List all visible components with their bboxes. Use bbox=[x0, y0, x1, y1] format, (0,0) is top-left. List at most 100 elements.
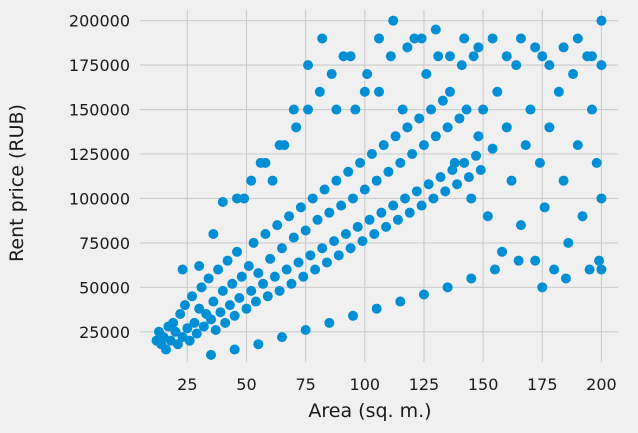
scatter-point bbox=[222, 255, 233, 266]
scatter-point bbox=[537, 51, 548, 62]
scatter-point bbox=[355, 157, 366, 168]
scatter-point bbox=[466, 193, 477, 204]
scatter-point bbox=[513, 255, 524, 266]
scatter-point bbox=[175, 309, 186, 319]
scatter-point bbox=[220, 317, 231, 328]
scatter-point bbox=[404, 207, 415, 218]
scatter-point bbox=[208, 296, 219, 307]
scatter-point bbox=[331, 104, 342, 115]
scatter-point bbox=[428, 193, 439, 204]
scatter-point bbox=[340, 229, 351, 239]
scatter-point bbox=[333, 250, 344, 261]
scatter-point bbox=[357, 236, 368, 247]
scatter-point bbox=[487, 143, 498, 154]
scatter-point bbox=[402, 122, 413, 133]
scatter-point bbox=[317, 33, 328, 44]
scatter-point bbox=[418, 289, 429, 300]
scatter-point bbox=[437, 95, 448, 106]
scatter-point bbox=[262, 291, 273, 302]
y-tick-label: 125000 bbox=[69, 145, 130, 164]
scatter-point bbox=[345, 51, 356, 62]
scatter-point bbox=[411, 186, 422, 197]
scatter-point bbox=[473, 131, 484, 142]
y-tick-label: 25000 bbox=[79, 323, 130, 342]
scatter-point bbox=[444, 86, 455, 97]
scatter-point bbox=[210, 325, 221, 335]
scatter-point bbox=[172, 339, 183, 350]
scatter-point bbox=[229, 344, 240, 355]
x-tick-label: 200 bbox=[586, 375, 617, 394]
scatter-point bbox=[376, 207, 387, 218]
x-tick-label: 25 bbox=[177, 375, 197, 394]
scatter-point bbox=[293, 257, 304, 268]
scatter-point bbox=[596, 193, 607, 204]
scatter-point bbox=[217, 285, 228, 296]
scatter-point bbox=[324, 317, 335, 328]
scatter-point bbox=[544, 122, 555, 133]
scatter-point bbox=[381, 221, 392, 232]
scatter-point bbox=[553, 86, 564, 97]
scatter-point bbox=[303, 104, 314, 115]
scatter-point bbox=[369, 229, 380, 239]
scatter-point bbox=[433, 51, 444, 62]
scatter-point bbox=[385, 51, 396, 62]
scatter-point bbox=[423, 179, 434, 190]
scatter-point bbox=[236, 271, 247, 282]
scatter-point bbox=[288, 104, 299, 115]
scatter-point bbox=[347, 310, 358, 321]
scatter-point bbox=[303, 60, 314, 71]
scatter-point bbox=[194, 261, 205, 271]
x-tick-label: 75 bbox=[295, 375, 315, 394]
scatter-point bbox=[198, 321, 209, 332]
scatter-point bbox=[487, 33, 498, 44]
scatter-point bbox=[319, 184, 330, 195]
scatter-point bbox=[463, 172, 474, 183]
scatter-point bbox=[371, 303, 382, 314]
scatter-point bbox=[374, 86, 384, 97]
scatter-point bbox=[338, 51, 349, 62]
scatter-point bbox=[276, 332, 287, 343]
scatter-point bbox=[274, 285, 285, 296]
scatter-point bbox=[596, 15, 607, 26]
scatter-point bbox=[205, 349, 216, 360]
scatter-point bbox=[234, 293, 245, 303]
scatter-point bbox=[286, 278, 297, 289]
scatter-point bbox=[295, 202, 306, 213]
scatter-point bbox=[239, 193, 250, 204]
scatter-point bbox=[189, 317, 200, 328]
scatter-point bbox=[269, 271, 280, 282]
scatter-point bbox=[205, 314, 216, 325]
scatter-point bbox=[246, 285, 257, 296]
scatter-point bbox=[594, 255, 605, 266]
scatter-point bbox=[196, 282, 207, 293]
scatter-point bbox=[440, 186, 451, 197]
scatter-point bbox=[452, 179, 463, 190]
scatter-point bbox=[241, 303, 252, 314]
y-tick-label: 175000 bbox=[69, 56, 130, 75]
scatter-point bbox=[253, 339, 264, 350]
scatter-point bbox=[298, 271, 309, 282]
scatter-point bbox=[586, 51, 597, 62]
scatter-point bbox=[449, 157, 460, 168]
scatter-point bbox=[194, 303, 205, 314]
scatter-point bbox=[324, 207, 335, 218]
scatter-point bbox=[456, 60, 467, 71]
scatter-point bbox=[224, 300, 235, 311]
scatter-point bbox=[336, 200, 347, 211]
scatter-point bbox=[250, 296, 261, 307]
scatter-point bbox=[489, 264, 500, 275]
scatter-point bbox=[586, 104, 597, 115]
scatter-point bbox=[300, 225, 311, 236]
scatter-point bbox=[421, 69, 432, 79]
scatter-point bbox=[168, 317, 179, 328]
scatter-point bbox=[530, 255, 541, 266]
scatter-point bbox=[343, 166, 354, 177]
scatter-point bbox=[572, 140, 583, 151]
scatter-point bbox=[179, 300, 190, 311]
scatter-point bbox=[501, 122, 512, 133]
scatter-point bbox=[374, 33, 384, 44]
scatter-point bbox=[362, 69, 373, 79]
x-tick-label: 150 bbox=[468, 375, 499, 394]
scatter-point bbox=[274, 140, 285, 151]
